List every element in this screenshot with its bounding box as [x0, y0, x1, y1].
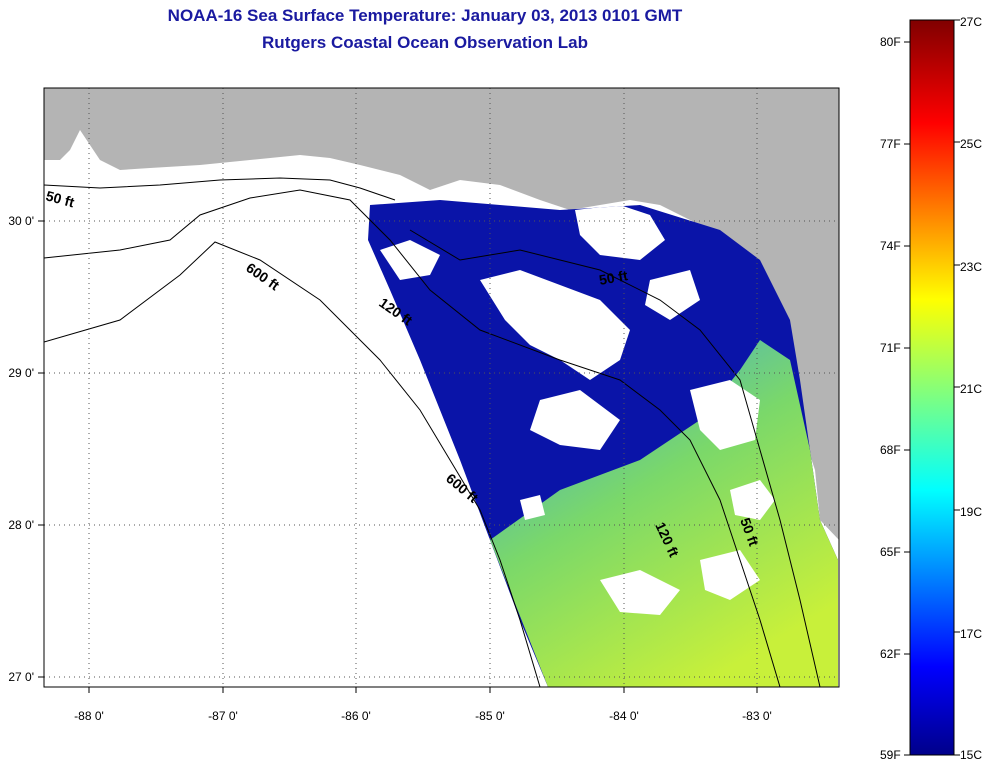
map-title: NOAA-16 Sea Surface Temperature: January…: [167, 6, 683, 25]
colorbar-f-label: 59F: [880, 748, 901, 762]
contour-label: 50 ft: [598, 267, 629, 288]
colorbar-f-label: 68F: [880, 443, 901, 457]
colorbar-c-label: 27C: [960, 15, 982, 29]
colorbar-f-label: 74F: [880, 239, 901, 253]
colorbar-f-label: 65F: [880, 545, 901, 559]
longitude-labels: -88 0' -87 0' -86 0' -85 0' -84 0' -83 0…: [74, 709, 772, 723]
colorbar-fahrenheit-labels: 80F 77F 74F 71F 68F 65F 62F 59F: [880, 35, 901, 762]
colorbar-c-label: 15C: [960, 748, 982, 762]
lat-tick-label: 28 0': [8, 518, 34, 532]
colorbar-f-label: 62F: [880, 647, 901, 661]
colorbar-c-label: 23C: [960, 260, 982, 274]
lat-tick-label: 29 0': [8, 366, 34, 380]
lon-tick-label: -87 0': [208, 709, 238, 723]
lon-tick-label: -85 0': [475, 709, 505, 723]
colorbar-c-label: 17C: [960, 627, 982, 641]
latitude-labels: 30 0' 29 0' 28 0' 27 0': [8, 214, 34, 684]
colorbar-f-label: 80F: [880, 35, 901, 49]
cloud-mask: [380, 205, 775, 615]
colorbar: [909, 19, 955, 756]
colorbar-c-label: 19C: [960, 505, 982, 519]
lat-tick-label: 27 0': [8, 670, 34, 684]
lon-tick-label: -88 0': [74, 709, 104, 723]
lon-tick-label: -86 0': [341, 709, 371, 723]
colorbar-celsius-labels: 27C 25C 23C 21C 19C 17C 15C: [960, 15, 982, 762]
lon-tick-label: -83 0': [742, 709, 772, 723]
bathymetry-contours: [44, 177, 821, 687]
colorbar-ticks: [904, 19, 960, 756]
colorbar-c-label: 21C: [960, 382, 982, 396]
map-subtitle: Rutgers Coastal Ocean Observation Lab: [262, 33, 588, 52]
lon-tick-label: -84 0': [609, 709, 639, 723]
colorbar-c-label: 25C: [960, 137, 982, 151]
colorbar-f-label: 71F: [880, 341, 901, 355]
lat-tick-label: 30 0': [8, 214, 34, 228]
land-mass: [44, 88, 839, 540]
contour-label: 50 ft: [44, 187, 76, 210]
axis-ticks: [38, 220, 758, 693]
colorbar-f-label: 77F: [880, 137, 901, 151]
